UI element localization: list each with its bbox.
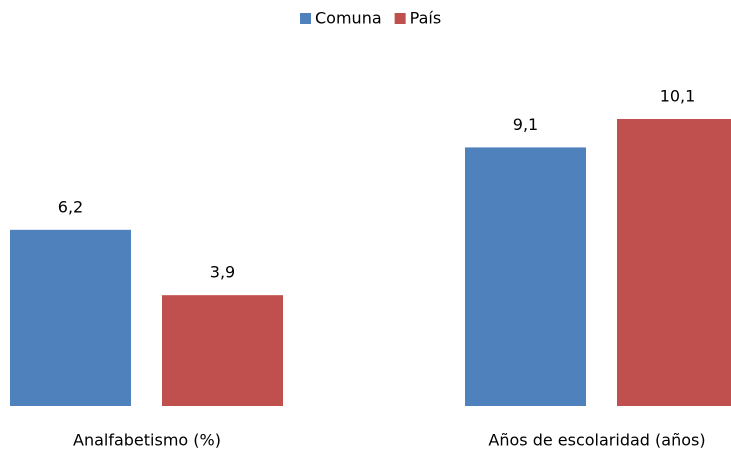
- bar: [162, 295, 283, 406]
- legend-label: País: [410, 9, 442, 28]
- x-tick-label: Años de escolaridad (años): [488, 431, 705, 450]
- legend-swatch: [394, 13, 406, 24]
- bar: [617, 119, 731, 406]
- data-label: 6,2: [58, 197, 83, 216]
- data-label: 3,9: [210, 263, 235, 282]
- x-tick-label: Analfabetismo (%): [73, 431, 221, 450]
- legend-swatch: [300, 13, 311, 24]
- legend-label: Comuna: [315, 9, 382, 28]
- bar: [10, 229, 131, 406]
- bar: [465, 147, 586, 407]
- data-label: 9,1: [513, 115, 538, 134]
- data-label: 10,1: [660, 87, 696, 106]
